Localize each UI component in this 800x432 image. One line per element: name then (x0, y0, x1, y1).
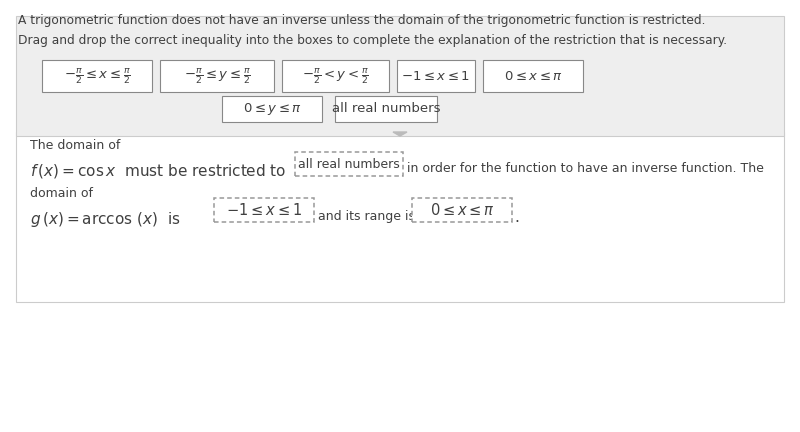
Text: $-1 \leq x \leq 1$: $-1 \leq x \leq 1$ (226, 202, 302, 218)
Text: $f\,(x) = \cos x$  must be restricted to: $f\,(x) = \cos x$ must be restricted to (30, 162, 286, 180)
FancyBboxPatch shape (214, 198, 314, 222)
FancyBboxPatch shape (16, 132, 784, 302)
Text: $0 \leq x \leq \pi$: $0 \leq x \leq \pi$ (430, 202, 494, 218)
Text: all real numbers: all real numbers (332, 102, 440, 115)
Text: in order for the function to have an inverse function. The: in order for the function to have an inv… (407, 162, 764, 175)
Text: The domain of: The domain of (30, 139, 120, 152)
Text: Drag and drop the correct inequality into the boxes to complete the explanation : Drag and drop the correct inequality int… (18, 34, 727, 47)
Text: all real numbers: all real numbers (298, 158, 400, 171)
FancyBboxPatch shape (282, 60, 389, 92)
FancyBboxPatch shape (483, 60, 583, 92)
Text: $0 \leq y \leq \pi$: $0 \leq y \leq \pi$ (242, 101, 302, 117)
FancyBboxPatch shape (397, 60, 475, 92)
FancyBboxPatch shape (295, 152, 403, 176)
Text: $0 \leq x \leq \pi$: $0 \leq x \leq \pi$ (503, 70, 562, 83)
Text: .: . (514, 210, 519, 225)
Text: $g\,(x) = \arccos\,(x)$  is: $g\,(x) = \arccos\,(x)$ is (30, 210, 181, 229)
Polygon shape (393, 132, 407, 136)
Text: $-\frac{\pi}{2} \leq y \leq \frac{\pi}{2}$: $-\frac{\pi}{2} \leq y \leq \frac{\pi}{2… (183, 66, 250, 86)
FancyBboxPatch shape (16, 16, 784, 136)
Text: A trigonometric function does not have an inverse unless the domain of the trigo: A trigonometric function does not have a… (18, 14, 706, 27)
Text: $-\frac{\pi}{2} \leq x \leq \frac{\pi}{2}$: $-\frac{\pi}{2} \leq x \leq \frac{\pi}{2… (63, 66, 130, 86)
Text: domain of: domain of (30, 187, 93, 200)
Text: $-1 \leq x \leq 1$: $-1 \leq x \leq 1$ (402, 70, 470, 83)
Text: and its range is: and its range is (318, 210, 415, 223)
FancyBboxPatch shape (222, 96, 322, 122)
FancyBboxPatch shape (42, 60, 152, 92)
FancyBboxPatch shape (335, 96, 437, 122)
FancyBboxPatch shape (412, 198, 512, 222)
Text: $-\frac{\pi}{2} < y < \frac{\pi}{2}$: $-\frac{\pi}{2} < y < \frac{\pi}{2}$ (302, 66, 369, 86)
FancyBboxPatch shape (160, 60, 274, 92)
